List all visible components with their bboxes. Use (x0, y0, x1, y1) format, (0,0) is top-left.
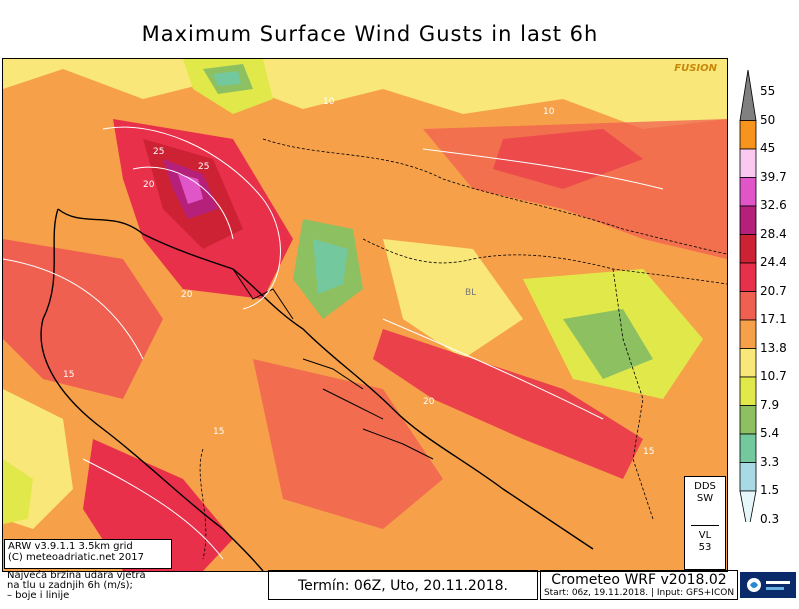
contour-line (132, 166, 234, 240)
contour-label: 10 (543, 107, 555, 117)
legend-swatch (739, 405, 757, 435)
legend-swatch (739, 490, 757, 522)
legend-color-bar (739, 69, 757, 522)
contour-label: 20 (181, 290, 193, 300)
contour-label: 15 (213, 427, 224, 437)
legend-swatch (739, 262, 757, 292)
border-italy-inner (199, 448, 207, 560)
description-line: na tlu u zadnjih 6h (m/s); (7, 580, 133, 591)
gust-zone-teal (213, 71, 241, 86)
gust-zone-south-italy (83, 439, 233, 571)
legend-level-label: 32.6 (760, 198, 787, 212)
contour-label: 20 (143, 180, 155, 190)
legend-level-label: 0.3 (760, 511, 780, 526)
legend-level-label: 7.9 (760, 397, 780, 412)
model-info-box: ARW v3.9.1.1 3.5km grid (C) meteoadriati… (4, 539, 172, 569)
gust-zone-italy (3, 239, 163, 399)
border-drina (612, 268, 654, 520)
gust-zone-adriatic (253, 359, 443, 529)
contour-label: 25 (198, 162, 209, 172)
model-version: ARW v3.9.1.1 3.5km grid (8, 541, 133, 552)
legend-level-label: 3.3 (760, 454, 780, 469)
legend-level-label: 45 (760, 141, 776, 155)
island-krk (232, 268, 294, 320)
model-run-title: Crometeo WRF v2018.02 (551, 572, 727, 588)
border-bih-north (362, 238, 727, 285)
contour-line (382, 318, 604, 420)
border-north (262, 138, 727, 255)
model-copyright: (C) meteoadriatic.net 2017 (8, 552, 144, 563)
logo-graphic (740, 572, 796, 598)
fusion-watermark: FUSION (674, 63, 717, 74)
legend-swatch (739, 319, 757, 349)
legend-swatch (739, 120, 757, 150)
contour-label: 10 (323, 97, 335, 107)
legend-level-label: 28.4 (760, 226, 787, 241)
gust-zone-dinaric (373, 329, 643, 479)
color-legend: 55 50 45 39.7 32.6 28.4 24.4 20.7 17.1 13.8 10.7 7.… (738, 62, 798, 526)
legend-swatch (739, 291, 757, 321)
description-line: Najveća brzina udara vjetra (7, 570, 146, 581)
contour-line (82, 458, 224, 560)
map-title: Maximum Surface Wind Gusts in last 6h (141, 22, 599, 46)
coastline-east-adriatic (57, 208, 594, 550)
legend-swatch (739, 177, 757, 207)
legend-level-label: 1.5 (760, 483, 780, 497)
wind-gust-map: 20 25 15 10 20 15 20 10 25 15 BL FUSION (2, 58, 728, 572)
contour-line (102, 126, 281, 310)
legend-level-label: 13.8 (760, 340, 787, 355)
map-canvas: 20 25 15 10 20 15 20 10 25 15 BL (3, 59, 727, 571)
city-label-bl: BL (465, 288, 476, 298)
model-run-start: Start: 06z, 19.11.2018. | Input: GFS+ICO… (543, 588, 735, 598)
gust-zone-central (383, 239, 523, 359)
legend-level-label: 24.4 (760, 255, 787, 269)
legend-swatch (739, 148, 757, 178)
dalmatian-islands (302, 358, 434, 460)
coastline-italy (40, 208, 264, 571)
gust-zone-east-core (493, 129, 643, 189)
description-box: Najveća brzina udara vjetra na tlu u zad… (4, 570, 266, 601)
legend-swatch (739, 376, 757, 406)
description-line: – boje i linije (7, 590, 70, 601)
gust-zone-yellow (3, 59, 727, 129)
contour-label: 25 (153, 147, 164, 157)
gust-zone-west-coast-lime (3, 459, 33, 524)
forecast-time: Termín: 06Z, Uto, 20.11.2018. (268, 570, 538, 600)
legend-level-label: 39.7 (760, 169, 787, 184)
dds-vl-label: VL (698, 530, 712, 541)
gust-zone-central-east-green (563, 309, 653, 379)
dds-vl-value: 53 (698, 542, 712, 553)
dds-divider (691, 525, 719, 526)
legend-swatch (739, 205, 757, 235)
dds-label: DDS (694, 481, 716, 492)
legend-level-label: 17.1 (760, 312, 787, 326)
dds-direction: SW (696, 493, 714, 504)
gust-zone-peak-core (178, 174, 203, 204)
contour-label: 15 (63, 370, 74, 380)
legend-swatch (739, 234, 757, 264)
legend-swatch (739, 462, 757, 492)
contour-line (3, 258, 144, 360)
legend-level-label: 5.4 (760, 426, 780, 440)
legend-level-label: 50 (760, 112, 776, 127)
gust-zone-valley-core (313, 239, 348, 294)
model-run-box: Crometeo WRF v2018.02 Start: 06z, 19.11.… (540, 570, 738, 600)
legend-level-label: 10.7 (760, 369, 787, 383)
contour-label: 20 (423, 397, 435, 407)
dds-box: DDS SW VL 53 (684, 476, 726, 570)
crometeo-logo (740, 572, 796, 598)
legend-swatch (739, 69, 757, 121)
legend-swatch (739, 433, 757, 463)
legend-swatch (739, 348, 757, 378)
contour-line (422, 148, 664, 190)
legend-level-label: 20.7 (760, 283, 787, 298)
legend-level-label: 55 (760, 84, 776, 98)
contour-label: 15 (643, 447, 654, 457)
